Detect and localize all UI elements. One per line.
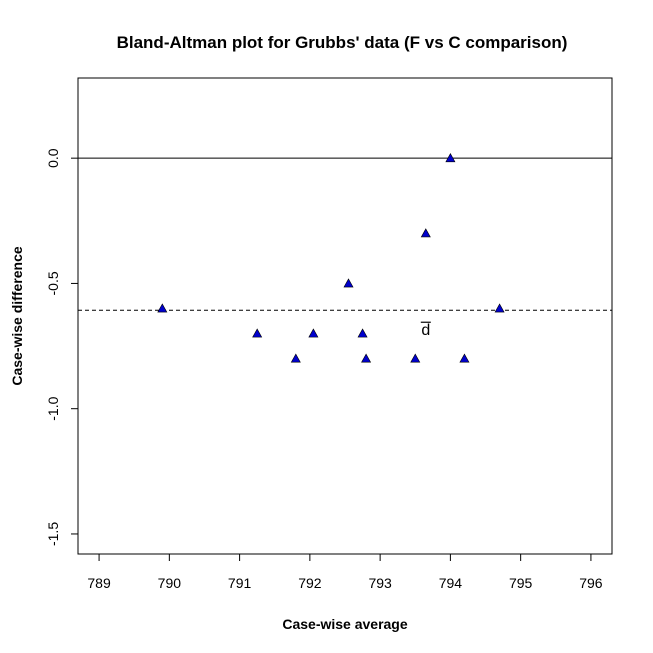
mean-difference-label: d xyxy=(421,322,430,339)
x-tick-label: 790 xyxy=(158,575,182,591)
data-point xyxy=(252,328,263,338)
x-tick-label: 796 xyxy=(579,575,603,591)
data-point xyxy=(357,328,368,338)
data-point xyxy=(410,353,421,363)
x-tick-label: 791 xyxy=(228,575,252,591)
data-points xyxy=(157,153,505,363)
x-tick-label: 793 xyxy=(368,575,392,591)
data-point xyxy=(343,278,354,288)
y-tick-label: -1.5 xyxy=(45,522,61,546)
data-point xyxy=(420,228,431,238)
y-axis: 0.0 -0.5 -1.0 -1.5 xyxy=(45,148,78,546)
data-point xyxy=(157,303,168,313)
x-tick-label: 794 xyxy=(439,575,463,591)
data-point xyxy=(361,353,372,363)
data-point xyxy=(459,353,470,363)
y-tick-label: -1.0 xyxy=(45,396,61,420)
y-tick-label: 0.0 xyxy=(45,148,61,168)
data-point xyxy=(308,328,319,338)
data-point xyxy=(445,153,456,163)
x-axis: 789 790 791 792 793 794 795 796 xyxy=(87,554,603,591)
x-tick-label: 792 xyxy=(298,575,322,591)
x-tick-label: 789 xyxy=(87,575,111,591)
data-point xyxy=(290,353,301,363)
x-tick-label: 795 xyxy=(509,575,533,591)
chart-title: Bland-Altman plot for Grubbs' data (F vs… xyxy=(117,33,568,52)
plot-frame xyxy=(77,77,613,555)
data-point xyxy=(494,303,505,313)
reference-lines: d xyxy=(78,157,612,339)
x-axis-label: Case-wise average xyxy=(282,616,408,632)
y-axis-label: Case-wise difference xyxy=(9,246,25,385)
y-tick-label: -0.5 xyxy=(45,271,61,295)
